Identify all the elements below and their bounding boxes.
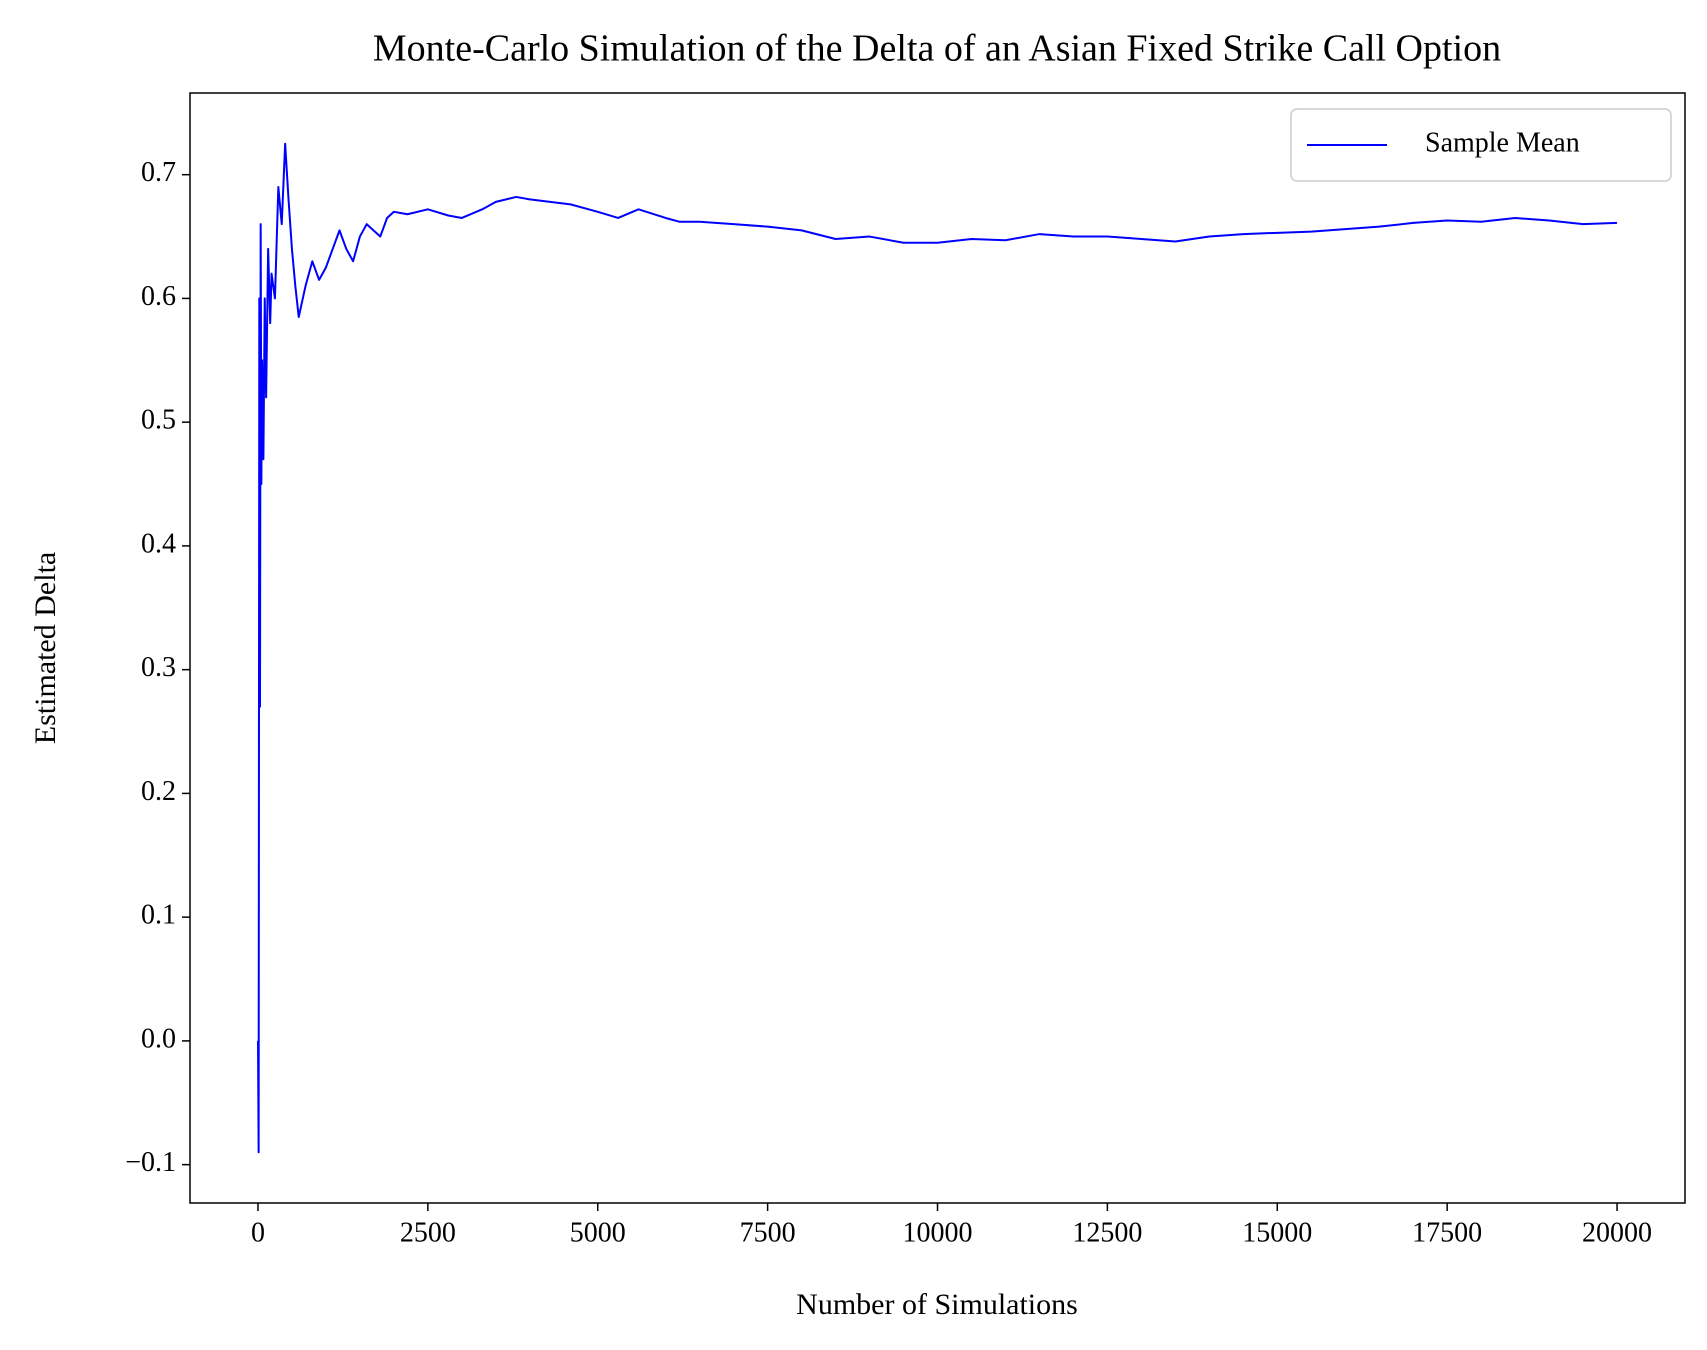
legend-box [1290,108,1672,182]
legend-label: Sample Mean [1425,127,1580,158]
y-tick-label: −0.1 [125,1147,176,1178]
y-tick-label: 0.0 [141,1023,176,1054]
x-tick-label: 5000 [570,1217,626,1248]
y-tick-label: 0.6 [141,281,176,312]
legend: Sample Mean [1290,108,1672,182]
x-tick-label: 0 [251,1217,265,1248]
line-series [257,142,1618,1154]
x-tick-label: 12500 [1072,1217,1142,1248]
x-axis-label: Number of Simulations [796,1288,1078,1321]
y-tick-label: 0.5 [141,405,176,436]
y-tick-label: 0.4 [141,528,176,559]
x-tick-label: 17500 [1412,1217,1482,1248]
chart-title: Monte-Carlo Simulation of the Delta of a… [373,28,1501,70]
x-tick-label: 20000 [1582,1217,1652,1248]
y-axis-label: Estimated Delta [29,552,62,744]
y-tick-label: 0.7 [141,157,176,188]
x-tick-label: 10000 [903,1217,973,1248]
plot-frame [189,92,1686,1204]
x-tick-label: 7500 [740,1217,796,1248]
y-tick-label: 0.2 [141,776,176,807]
y-tick-label: 0.1 [141,900,176,931]
y-tick-label: 0.3 [141,652,176,683]
x-tick-label: 15000 [1242,1217,1312,1248]
x-tick-label: 2500 [400,1217,456,1248]
